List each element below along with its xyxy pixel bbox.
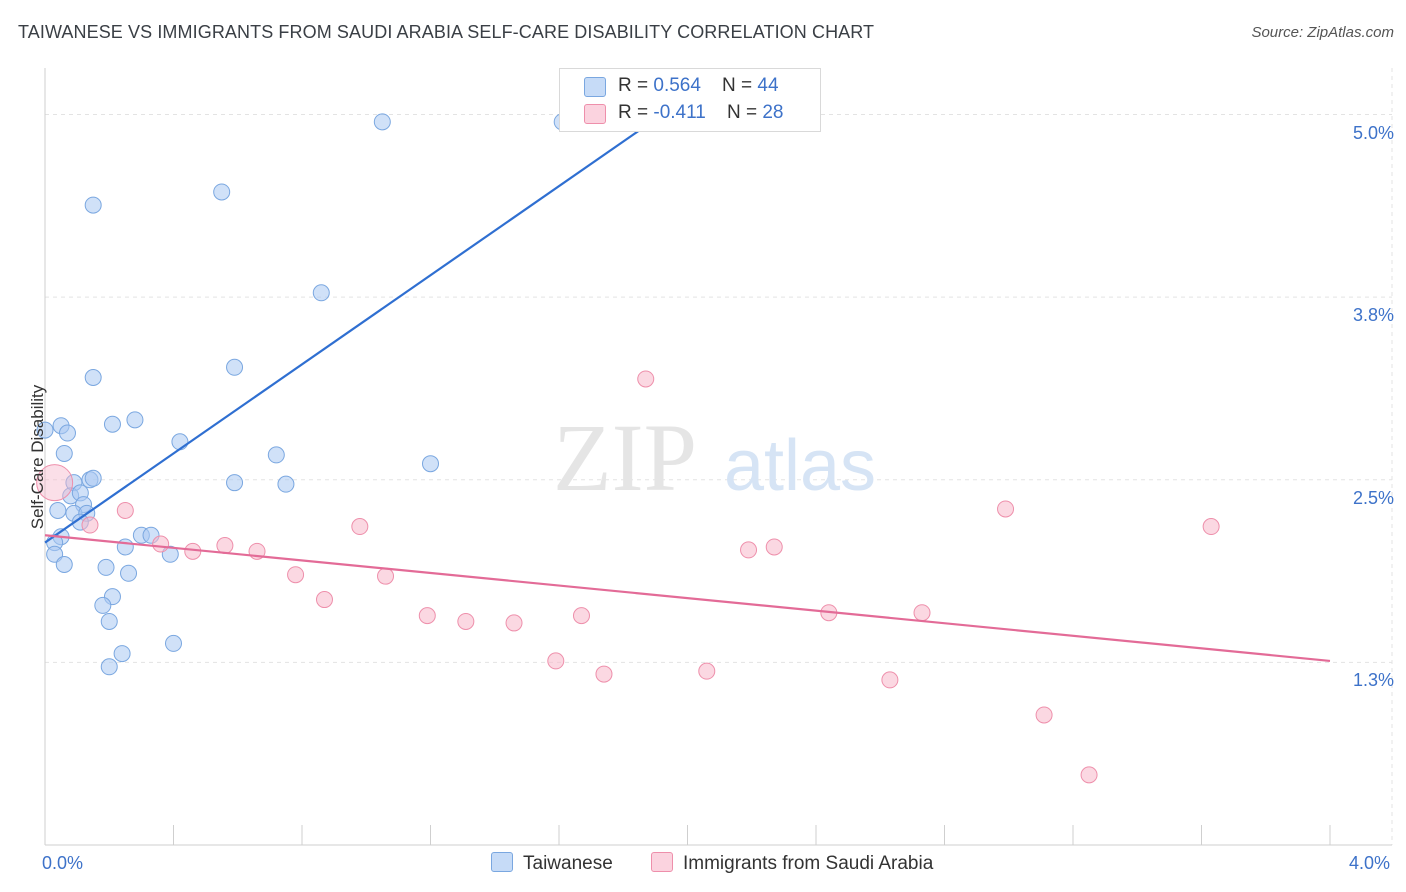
taiwanese-point	[84, 196, 102, 214]
taiwanese-point	[103, 415, 121, 433]
y-tick-label-3: 5.0%	[1352, 122, 1394, 143]
series-legend-taiwanese: Taiwanese	[491, 852, 613, 875]
x-tick-label-max: 4.0%	[1349, 853, 1391, 873]
saudi-point	[315, 591, 333, 609]
taiwanese-point	[97, 558, 115, 576]
saudi-point	[287, 566, 305, 584]
chart-title: TAIWANESE VS IMMIGRANTS FROM SAUDI ARABI…	[18, 22, 875, 42]
saudi-point	[1035, 706, 1053, 724]
saudi-point	[547, 652, 565, 670]
saudi-point	[740, 541, 758, 559]
saudi-point	[152, 535, 170, 553]
taiwanese-point	[120, 564, 138, 582]
taiwanese-point	[226, 474, 244, 492]
saudi-trend-line	[44, 534, 1331, 663]
taiwanese-point	[94, 596, 112, 614]
saudi-point	[505, 614, 523, 632]
legend-r-value: -0.411	[653, 102, 706, 123]
taiwanese-point	[84, 469, 102, 487]
saudi-point	[36, 464, 74, 502]
x-tick-label-min: 0.0%	[42, 853, 84, 873]
trend-layer	[44, 96, 1331, 663]
watermark-zip: ZIP	[553, 404, 697, 511]
saudi-point	[81, 516, 99, 534]
source-label: Source: ZipAtlas.com	[1251, 24, 1394, 41]
saudi-point	[216, 537, 234, 555]
series-swatch-taiwanese	[491, 852, 513, 872]
taiwanese-point	[55, 555, 73, 573]
taiwanese-point	[171, 433, 189, 451]
taiwanese-point	[422, 455, 439, 473]
taiwanese-point	[49, 501, 67, 519]
legend-n-value: 44	[757, 75, 779, 96]
legend-n-value: 28	[762, 102, 784, 123]
saudi-point	[418, 607, 436, 625]
taiwanese-point	[55, 444, 73, 462]
taiwanese-point	[213, 183, 231, 201]
taiwanese-point	[226, 358, 244, 376]
y-axis-label: Self-Care Disability	[28, 384, 47, 530]
y-tick-label-2: 3.8%	[1352, 305, 1394, 326]
watermark: ZIP atlas	[553, 404, 876, 511]
saudi-point	[997, 500, 1015, 518]
saudi-point	[351, 518, 369, 536]
taiwanese-point	[165, 634, 182, 652]
saudi-point	[1202, 518, 1220, 536]
taiwanese-point	[100, 612, 118, 630]
legend-swatch-taiwanese	[584, 77, 606, 97]
saudi-point	[881, 671, 899, 689]
saudi-point	[765, 538, 783, 556]
correlation-legend: R = 0.564 N = 44 R = -0.411 N = 28	[559, 68, 821, 132]
taiwanese-point	[113, 645, 131, 663]
watermark-atlas: atlas	[724, 426, 876, 506]
saudi-point	[595, 665, 613, 683]
taiwanese-point	[373, 113, 391, 131]
saudi-point	[637, 370, 655, 388]
taiwanese-point	[84, 368, 102, 386]
saudi-point	[1080, 766, 1098, 784]
legend-n-label: N =	[722, 75, 758, 96]
taiwanese-point	[312, 284, 330, 302]
taiwanese-trend-line	[44, 96, 689, 544]
taiwanese-point	[100, 658, 118, 676]
y-tick-label-0: 1.3%	[1352, 670, 1394, 691]
taiwanese-point	[267, 446, 285, 464]
series-swatch-saudi	[651, 852, 673, 872]
legend-r-value: 0.564	[653, 75, 701, 96]
saudi-point	[457, 612, 475, 630]
saudi-point	[572, 607, 590, 625]
legend-swatch-saudi	[584, 104, 606, 124]
legend-r-label: R =	[618, 75, 654, 96]
legend-r-label: R =	[618, 102, 654, 123]
taiwanese-point	[126, 411, 144, 429]
saudi-point	[913, 604, 931, 622]
series-legend-saudi: Immigrants from Saudi Arabia	[651, 852, 933, 875]
taiwanese-point	[58, 424, 76, 442]
taiwanese-point	[277, 475, 295, 493]
series-label-taiwanese: Taiwanese	[523, 853, 613, 874]
saudi-point	[698, 662, 716, 680]
series-label-saudi: Immigrants from Saudi Arabia	[683, 853, 934, 874]
gridlines	[45, 68, 1393, 845]
legend-n-label: N =	[726, 102, 763, 123]
points-layer	[36, 113, 1220, 784]
y-tick-label-1: 2.5%	[1352, 487, 1394, 508]
taiwanese-point	[116, 538, 134, 556]
saudi-point	[116, 501, 134, 519]
axes	[44, 68, 1392, 846]
taiwanese-point	[36, 421, 54, 439]
saudi-point	[377, 567, 395, 585]
